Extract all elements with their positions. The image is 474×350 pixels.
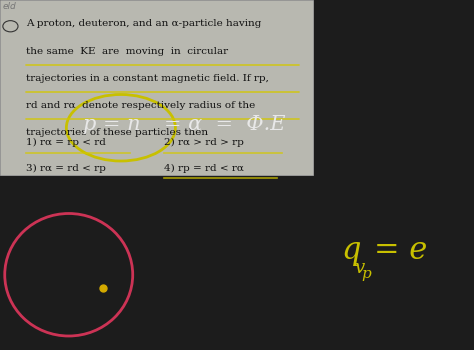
Text: rd and rα  denote respectively radius of the: rd and rα denote respectively radius of … bbox=[26, 101, 255, 110]
Text: A proton, deuteron, and an α-particle having: A proton, deuteron, and an α-particle ha… bbox=[26, 19, 262, 28]
Text: 1) rα = rp < rd: 1) rα = rp < rd bbox=[26, 138, 106, 147]
Text: p: p bbox=[361, 267, 371, 281]
Text: v: v bbox=[355, 259, 365, 277]
Text: 3) rα = rd < rp: 3) rα = rd < rp bbox=[26, 164, 106, 173]
Text: trajectories in a constant magnetic field. If rp,: trajectories in a constant magnetic fiel… bbox=[26, 74, 269, 83]
Text: 2) rα > rd > rp: 2) rα > rd > rp bbox=[164, 138, 244, 147]
Text: q: q bbox=[341, 235, 361, 266]
Text: the same  KE  are  moving  in  circular: the same KE are moving in circular bbox=[26, 47, 228, 56]
FancyBboxPatch shape bbox=[0, 0, 313, 175]
Text: p = n: p = n bbox=[83, 115, 141, 134]
Text: = e: = e bbox=[374, 235, 428, 266]
Text: = α  =  Ф.E: = α = Ф.E bbox=[164, 115, 285, 134]
Text: 4) rp = rd < rα: 4) rp = rd < rα bbox=[164, 164, 244, 173]
Text: eld: eld bbox=[2, 2, 16, 11]
Text: trajectories of these particles then: trajectories of these particles then bbox=[26, 128, 208, 138]
